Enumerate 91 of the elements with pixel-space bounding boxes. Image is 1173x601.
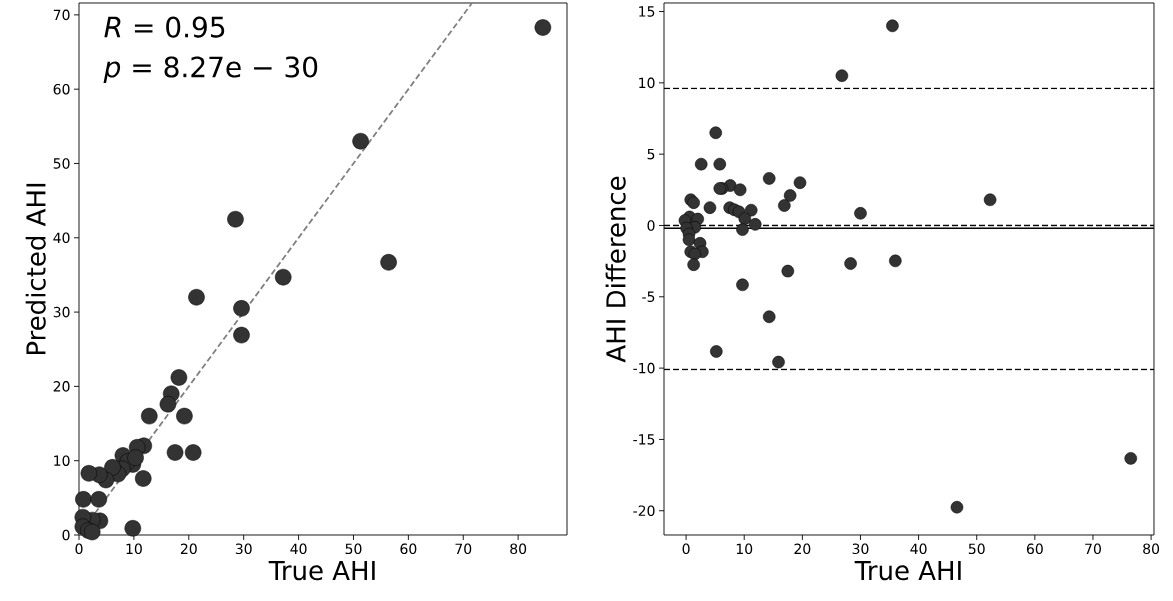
point — [380, 254, 397, 271]
point — [983, 193, 997, 207]
y-tick-label: -10 — [633, 362, 655, 374]
y-tick-label: -20 — [633, 505, 655, 517]
point — [90, 491, 108, 508]
y-tick-label: 10 — [54, 455, 70, 466]
point — [104, 459, 121, 476]
x-tick-label: 50 — [345, 543, 362, 555]
point — [762, 172, 776, 185]
x-tick-label: 50 — [968, 543, 985, 555]
x-tick-label: 0 — [682, 543, 690, 555]
x-tick-label: 80 — [1143, 543, 1160, 555]
point — [688, 247, 702, 261]
y-tick-label: 30 — [53, 306, 70, 318]
y-tick-label: 70 — [53, 9, 70, 21]
x-tick-label: 60 — [1026, 543, 1043, 555]
y-tick-label: 60 — [53, 83, 70, 95]
point — [124, 520, 142, 537]
point — [352, 132, 369, 150]
point — [844, 257, 857, 270]
y-tick-label: 10 — [639, 77, 655, 89]
x-tick-label: 10 — [126, 543, 142, 555]
point — [159, 395, 177, 413]
y-tick-label: 50 — [53, 158, 70, 169]
point — [744, 203, 758, 217]
point — [886, 19, 899, 33]
y-tick-label: 15 — [639, 6, 655, 17]
x-tick-label: 0 — [75, 543, 83, 555]
point — [233, 326, 250, 344]
x-tick-label: 30 — [852, 543, 869, 555]
point — [783, 189, 797, 202]
y-tick-label: -15 — [633, 434, 655, 445]
x-tick-label: 20 — [794, 543, 811, 555]
point — [736, 223, 749, 236]
point — [1124, 452, 1137, 465]
point — [227, 210, 244, 228]
point — [682, 233, 696, 246]
point — [835, 69, 849, 82]
y-tick-label: 0 — [647, 220, 655, 231]
point — [889, 254, 902, 268]
point — [170, 369, 188, 386]
y-tick-label: 0 — [62, 529, 70, 541]
point — [710, 345, 723, 358]
point — [233, 300, 250, 317]
point — [694, 157, 708, 171]
x-tick-label: 70 — [455, 543, 472, 555]
x-tick-label: 70 — [1085, 543, 1101, 555]
point — [793, 176, 807, 189]
point — [703, 201, 717, 214]
x-tick-label: 10 — [736, 543, 753, 555]
point — [166, 444, 184, 461]
y-tick-label: 5 — [647, 148, 655, 160]
point — [127, 449, 144, 466]
x-tick-label: 30 — [235, 543, 252, 555]
point — [141, 407, 158, 425]
x-axis-title: True AHI — [268, 560, 375, 581]
point — [736, 278, 749, 292]
point — [738, 212, 752, 225]
point — [687, 258, 700, 271]
point — [778, 199, 791, 212]
y-tick-label: 20 — [53, 381, 70, 392]
point — [713, 157, 727, 171]
x-tick-label: 80 — [510, 543, 527, 555]
point — [274, 268, 292, 286]
point — [733, 183, 747, 197]
y-axis-title: AHI Difference — [605, 176, 626, 363]
point — [176, 407, 193, 425]
point — [854, 207, 867, 220]
x-tick-label: 20 — [180, 543, 197, 555]
y-axis-title: Predicted AHI — [25, 183, 46, 355]
point — [762, 310, 776, 324]
point — [772, 355, 785, 369]
point — [749, 218, 762, 231]
point — [134, 470, 152, 487]
x-tick-label: 40 — [290, 543, 307, 555]
annotation: R = 0.95 — [104, 16, 225, 38]
point — [75, 491, 92, 508]
x-tick-label: 60 — [400, 543, 417, 555]
x-tick-label: 40 — [910, 543, 927, 555]
point — [184, 444, 202, 461]
y-tick-label: -5 — [642, 291, 655, 302]
point — [80, 465, 98, 482]
point — [534, 19, 552, 36]
point — [188, 288, 205, 306]
y-tick-label: 40 — [53, 232, 70, 244]
point — [709, 126, 722, 140]
annotation: p = 8.27e − 30 — [103, 56, 318, 83]
x-axis-title: True AHI — [854, 560, 961, 581]
point — [83, 523, 101, 541]
point — [950, 500, 964, 514]
point — [781, 264, 795, 278]
